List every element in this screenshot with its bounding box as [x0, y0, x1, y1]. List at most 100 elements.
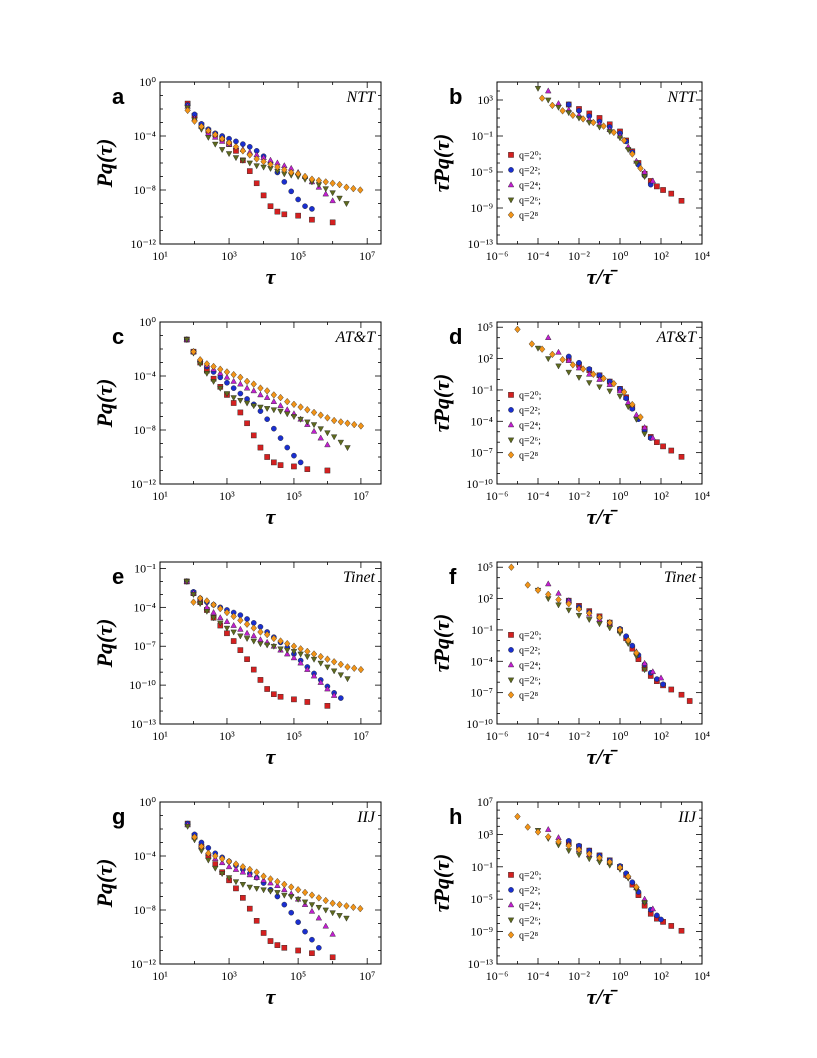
network-name: NTT	[346, 89, 377, 106]
y-tick-label: 10⁻¹⁰	[129, 678, 156, 692]
data-point	[223, 625, 231, 632]
data-point	[329, 219, 336, 226]
legend-marker	[507, 901, 515, 908]
data-point	[538, 94, 546, 102]
data-point	[309, 936, 315, 943]
data-point	[317, 434, 324, 441]
series-2	[545, 580, 665, 681]
data-point	[324, 685, 331, 692]
data-point	[253, 918, 260, 924]
data-point	[596, 854, 603, 862]
data-point	[277, 435, 284, 441]
data-point	[658, 916, 664, 923]
data-point	[183, 337, 190, 344]
data-point	[205, 126, 212, 135]
data-point	[198, 122, 205, 131]
data-point	[184, 106, 191, 115]
data-point	[184, 824, 191, 830]
data-point	[678, 927, 685, 934]
data-point	[555, 602, 562, 609]
data-point	[203, 597, 211, 605]
x-axis-label: τ	[266, 744, 277, 769]
data-point	[232, 879, 240, 886]
data-point	[281, 166, 288, 174]
panel-letter: h	[449, 804, 462, 829]
x-tick-label: 10⁷	[353, 489, 369, 503]
network-name: Tinet	[343, 569, 376, 586]
data-point	[253, 155, 260, 163]
data-point	[225, 857, 233, 866]
data-point	[575, 375, 583, 381]
y-tick-label: 10⁻¹²	[130, 477, 156, 491]
x-tick-label: 10³	[221, 249, 237, 263]
data-point	[606, 625, 613, 632]
series-4	[514, 325, 644, 421]
data-point	[329, 910, 336, 917]
data-point	[315, 905, 323, 911]
legend-label: q=2⁸	[519, 930, 539, 941]
data-point	[288, 894, 295, 901]
data-point	[212, 141, 219, 148]
y-tick-label: 10⁰	[139, 795, 156, 809]
data-point	[329, 190, 336, 197]
y-tick-label: 10⁻⁴	[133, 369, 156, 383]
legend-marker	[507, 197, 515, 204]
y-axis-label: Pq(τ)	[92, 379, 117, 429]
y-tick-label: 10⁻⁷	[133, 639, 156, 653]
data-point	[641, 424, 648, 430]
data-point	[250, 380, 257, 388]
x-tick-label: 10¹	[152, 729, 168, 743]
series-2	[184, 821, 336, 937]
data-point	[191, 833, 198, 841]
data-point	[212, 130, 219, 139]
data-point	[344, 676, 351, 683]
series-3	[534, 345, 648, 438]
data-point	[545, 356, 552, 363]
data-point	[239, 882, 247, 888]
data-point	[217, 365, 224, 373]
data-point	[555, 589, 562, 596]
x-tick-label: 10³	[219, 729, 235, 743]
data-point	[297, 459, 304, 466]
x-tick-label: 10¹	[152, 489, 168, 503]
data-point	[288, 909, 295, 916]
series-3	[534, 828, 648, 906]
data-point	[237, 390, 244, 397]
panel-d: 10⁻⁶ 10⁻⁴ 10⁻² 10⁰ 10² 10⁴ 10⁵ 10² 10⁻¹ 10⁻⁴ 10⁻⁷ 1…	[429, 320, 710, 529]
data-point	[183, 579, 190, 585]
data-point	[246, 871, 253, 878]
panel-c: 10¹ 10³ 10⁵ 10⁷ 10⁰ 10⁻⁴ 10⁻⁸ 10⁻¹² c AT&T τ Pq(τ)	[92, 315, 382, 529]
data-point	[343, 201, 350, 208]
data-point	[322, 896, 329, 905]
data-point	[260, 930, 267, 936]
legend-marker	[507, 691, 515, 699]
data-point	[250, 387, 257, 394]
data-point	[277, 637, 284, 645]
data-point	[324, 414, 331, 422]
data-point	[596, 384, 603, 391]
data-point	[223, 391, 231, 398]
x-tick-label: 10⁵	[290, 249, 306, 263]
data-point	[264, 454, 270, 460]
data-point	[304, 419, 311, 426]
y-axis-label: τ̄Pq(τ)	[429, 854, 454, 913]
x-tick-label: 10⁻⁶	[486, 489, 509, 503]
data-point	[678, 454, 685, 460]
y-tick-label: 10⁻¹	[471, 383, 493, 397]
legend: q=2⁰; q=2²; q=2⁴; q=2⁶; q=2⁸	[507, 150, 542, 221]
network-name: IIJ	[677, 809, 697, 826]
data-point	[190, 598, 197, 606]
data-point	[555, 595, 562, 604]
data-point	[565, 110, 572, 117]
x-tick-label: 10⁷	[359, 249, 375, 263]
y-axis-label: Pq(τ)	[92, 139, 117, 189]
legend-label: q=2⁸	[519, 450, 539, 461]
data-point	[344, 445, 351, 452]
x-tick-label: 10³	[219, 489, 235, 503]
data-point	[217, 620, 224, 627]
panel-g: 10¹ 10³ 10⁵ 10⁷ 10⁰ 10⁻⁴ 10⁻⁸ 10⁻¹² g IIJ τ Pq(τ)	[92, 795, 382, 1009]
data-point	[649, 177, 656, 184]
data-point	[351, 664, 358, 672]
x-tick-label: 10³	[221, 969, 237, 983]
data-point	[301, 899, 309, 906]
